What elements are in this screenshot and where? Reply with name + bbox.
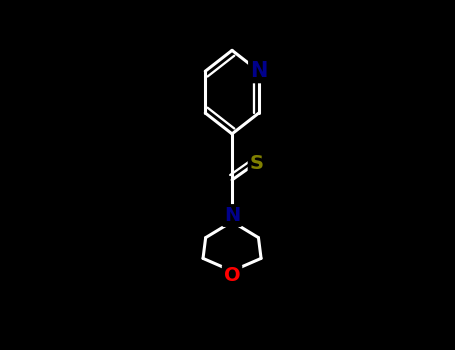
- Text: N: N: [224, 206, 240, 225]
- Text: N: N: [250, 61, 268, 81]
- Text: O: O: [224, 266, 240, 285]
- Text: S: S: [250, 154, 263, 173]
